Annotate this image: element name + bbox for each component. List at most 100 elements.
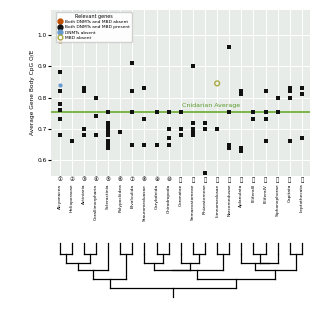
Point	[81, 132, 86, 138]
Point	[166, 142, 171, 147]
Point	[142, 85, 147, 91]
Point	[69, 139, 74, 144]
Point	[190, 130, 196, 135]
Point	[190, 126, 196, 132]
Point	[190, 132, 196, 138]
Text: FiliferaIV: FiliferaIV	[264, 184, 268, 203]
Point	[57, 82, 62, 87]
Point	[239, 92, 244, 97]
Text: Coronatae: Coronatae	[179, 184, 183, 206]
Point	[57, 117, 62, 122]
Point	[263, 117, 268, 122]
Point	[227, 145, 232, 150]
Text: Helioporacae: Helioporacae	[70, 184, 74, 212]
Point	[190, 64, 196, 69]
Point	[57, 89, 62, 94]
Point	[81, 85, 86, 91]
Y-axis label: Average Gene Body CpG O/E: Average Gene Body CpG O/E	[30, 50, 35, 135]
Point	[251, 109, 256, 114]
Point	[215, 81, 220, 86]
Point	[275, 95, 280, 100]
Point	[106, 123, 111, 128]
Point	[166, 109, 171, 114]
Point	[93, 95, 99, 100]
Point	[130, 109, 135, 114]
Text: Actiniaria: Actiniaria	[82, 184, 86, 204]
Point	[81, 89, 86, 94]
Text: Rhizostomeae: Rhizostomeae	[203, 184, 207, 214]
Point	[106, 130, 111, 135]
Point	[130, 60, 135, 66]
Text: Carybdeida: Carybdeida	[155, 184, 159, 209]
Point	[57, 70, 62, 75]
Text: Stauromeduasae: Stauromeduasae	[142, 184, 147, 220]
Point	[130, 142, 135, 147]
Point	[166, 136, 171, 141]
Point	[106, 142, 111, 147]
Point	[227, 142, 232, 147]
Text: Siphonophorae: Siphonophorae	[276, 184, 280, 217]
Point	[81, 126, 86, 132]
Point	[287, 85, 292, 91]
Point	[57, 26, 62, 31]
Point	[190, 120, 196, 125]
Text: Polypocliidea: Polypocliidea	[118, 184, 122, 212]
Point	[106, 139, 111, 144]
Text: FiliferaIII: FiliferaIII	[252, 184, 255, 202]
Point	[154, 142, 159, 147]
Point	[239, 145, 244, 150]
Point	[57, 132, 62, 138]
Point	[57, 101, 62, 106]
Point	[215, 126, 220, 132]
Point	[106, 120, 111, 125]
Point	[166, 126, 171, 132]
Point	[106, 132, 111, 138]
Point	[57, 29, 62, 34]
Point	[178, 132, 183, 138]
Point	[106, 109, 111, 114]
Point	[239, 148, 244, 154]
Point	[130, 89, 135, 94]
Point	[263, 117, 268, 122]
Point	[154, 142, 159, 147]
Point	[251, 117, 256, 122]
Point	[300, 92, 305, 97]
Point	[57, 108, 62, 113]
Point	[251, 117, 256, 122]
Text: Limnomedusae: Limnomedusae	[215, 184, 219, 217]
Point	[275, 109, 280, 114]
Point	[287, 89, 292, 94]
Point	[118, 130, 123, 135]
Point	[142, 142, 147, 147]
Point	[263, 109, 268, 114]
Point	[93, 132, 99, 138]
Point	[263, 89, 268, 94]
Text: Alcyonacea: Alcyonacea	[58, 184, 62, 209]
Text: Cnidarian Average: Cnidarian Average	[182, 103, 240, 108]
Point	[300, 136, 305, 141]
Point	[203, 126, 208, 132]
Text: Leptothecata: Leptothecata	[300, 184, 304, 212]
Point	[93, 114, 99, 119]
Text: Corallimorpharia: Corallimorpharia	[94, 184, 98, 220]
Point	[287, 95, 292, 100]
Text: Semaeostomeae: Semaeostomeae	[191, 184, 195, 220]
Text: Bivalvulida: Bivalvulida	[130, 184, 134, 208]
Point	[239, 89, 244, 94]
Point	[130, 142, 135, 147]
Point	[203, 120, 208, 125]
Point	[106, 132, 111, 138]
Point	[287, 95, 292, 100]
Point	[178, 109, 183, 114]
Point	[227, 109, 232, 114]
Point	[57, 38, 62, 44]
Point	[178, 126, 183, 132]
Text: Chirodropoda: Chirodropoda	[167, 184, 171, 213]
Point	[203, 170, 208, 175]
Point	[287, 139, 292, 144]
Point	[154, 109, 159, 114]
Point	[106, 123, 111, 128]
Text: Capitata: Capitata	[288, 184, 292, 202]
Point	[106, 126, 111, 132]
Text: Scleractinia: Scleractinia	[106, 184, 110, 209]
